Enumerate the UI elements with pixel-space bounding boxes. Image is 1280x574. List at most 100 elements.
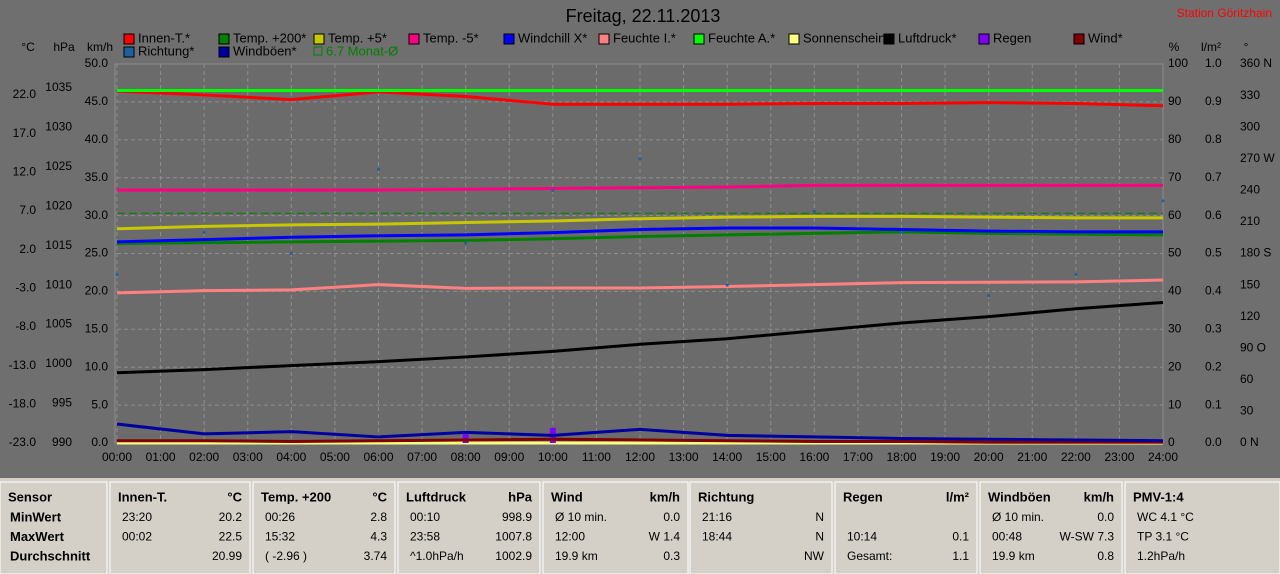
- y-tick-label: 330: [1240, 88, 1260, 102]
- series-line: [116, 422, 1164, 443]
- y-tick-label: 0.2: [1205, 359, 1222, 373]
- panel-unit: km/h: [1084, 489, 1114, 504]
- legend-label: Windchill X*: [518, 30, 587, 45]
- axis-title: l/m²: [1201, 40, 1221, 54]
- row-value: 0.0: [1097, 510, 1114, 524]
- x-tick-label: 00:00: [102, 450, 132, 464]
- legend-swatch: [503, 33, 515, 45]
- y-tick-label: 0.4: [1205, 284, 1222, 298]
- x-tick-label: 21:00: [1017, 450, 1047, 464]
- row-time: 00:48: [992, 530, 1022, 544]
- y-tick-label: 0.7: [1205, 170, 1222, 184]
- y-tick-label: 20: [1168, 359, 1182, 373]
- row-time: 12:00: [555, 530, 585, 544]
- series-line: [116, 226, 1163, 244]
- panel-title: Wind: [551, 489, 583, 504]
- x-tick-label: 02:00: [189, 450, 219, 464]
- legend-swatch: [598, 33, 610, 45]
- y-tick-label: 7.0: [19, 203, 36, 217]
- direction-dot: [1161, 199, 1165, 203]
- table-panel: [397, 481, 541, 574]
- row-label: Durchschnitt: [10, 548, 91, 563]
- y-tick-label: 1010: [45, 277, 72, 291]
- y-tick-label: 270 W: [1240, 151, 1275, 165]
- direction-dot: [551, 188, 555, 192]
- y-tick-label: 30: [1240, 404, 1254, 418]
- y-tick-label: 0.5: [1205, 246, 1222, 260]
- legend-label: Innen-T.*: [138, 30, 190, 45]
- panel-unit: l/m²: [946, 489, 970, 504]
- direction-dot: [377, 167, 380, 171]
- y-tick-label: 0.3: [1205, 321, 1222, 335]
- row-value: 2.8: [370, 510, 387, 524]
- series-line: [117, 183, 1163, 192]
- panel-title: Windböen: [988, 489, 1051, 504]
- panel-unit: °C: [227, 489, 242, 504]
- y-tick-label: 15.0: [85, 321, 109, 335]
- x-tick-label: 24:00: [1148, 450, 1178, 464]
- y-tick-label: 45.0: [85, 94, 109, 108]
- legend-label: Feuchte A.*: [708, 30, 775, 45]
- table-panel: [109, 481, 251, 574]
- legend-swatch: [693, 33, 705, 45]
- legend-swatch: [218, 33, 230, 45]
- y-tick-label: 80: [1168, 132, 1182, 146]
- table-panel: [252, 481, 396, 574]
- row-value: 3.74: [364, 549, 388, 563]
- legend-label: Windböen*: [233, 43, 297, 58]
- direction-dot: [725, 283, 729, 287]
- row-value: 20.99: [212, 549, 242, 563]
- row-time: 21:16: [702, 510, 732, 524]
- rain-bar: [462, 431, 469, 443]
- legend-label: Wind*: [1088, 30, 1123, 45]
- row-value: 1.1: [952, 549, 969, 563]
- legend-swatch: [123, 33, 135, 45]
- row-time: 18:44: [702, 530, 732, 544]
- row-time: 1.2hPa/h: [1137, 549, 1185, 563]
- legend-swatch: [313, 33, 325, 45]
- row-time: 19.9 km: [992, 549, 1035, 563]
- y-tick-label: 1020: [45, 198, 72, 212]
- y-tick-label: 50: [1168, 246, 1182, 260]
- axis-title: °C: [21, 40, 35, 54]
- y-tick-label: -18.0: [9, 396, 37, 410]
- x-tick-label: 12:00: [625, 450, 655, 464]
- row-time: 23:20: [122, 510, 152, 524]
- row-value: 0.3: [663, 549, 680, 563]
- x-tick-label: 01:00: [146, 450, 176, 464]
- row-time: 00:10: [410, 510, 440, 524]
- y-tick-label: 0: [1168, 435, 1175, 449]
- direction-dot: [812, 209, 816, 213]
- y-tick-label: 360 N: [1240, 56, 1272, 70]
- axis-title: km/h: [87, 40, 113, 54]
- y-tick-label: 17.0: [13, 126, 37, 140]
- direction-dot: [464, 241, 468, 245]
- row-time: WC 4.1 °C: [1137, 510, 1194, 524]
- x-tick-label: 15:00: [756, 450, 786, 464]
- y-tick-label: 300: [1240, 119, 1260, 133]
- y-tick-label: 1005: [45, 317, 72, 331]
- x-tick-label: 19:00: [930, 450, 960, 464]
- y-tick-label: 12.0: [13, 164, 37, 178]
- x-tick-label: 08:00: [451, 450, 481, 464]
- series-line: [117, 437, 1163, 444]
- table-panel: [834, 481, 978, 574]
- y-tick-label: 995: [52, 396, 72, 410]
- direction-dot: [638, 157, 642, 161]
- row-value: 1002.9: [495, 549, 532, 563]
- y-tick-label: 0.0: [1205, 435, 1222, 449]
- row-value: W-SW 7.3: [1060, 530, 1115, 544]
- row-time: 23:58: [410, 530, 440, 544]
- direction-dot: [900, 230, 903, 234]
- y-tick-label: 1035: [45, 80, 72, 94]
- y-tick-label: 0 N: [1240, 435, 1259, 449]
- y-tick-label: 0.8: [1205, 132, 1222, 146]
- y-tick-label: 120: [1240, 309, 1260, 323]
- y-tick-label: 240: [1240, 183, 1260, 197]
- y-tick-label: 210: [1240, 214, 1260, 228]
- x-tick-label: 22:00: [1061, 450, 1091, 464]
- x-tick-label: 17:00: [843, 450, 873, 464]
- row-value: 22.5: [219, 530, 243, 544]
- row-time: Ø 10 min.: [555, 510, 607, 524]
- direction-dot: [1074, 273, 1078, 277]
